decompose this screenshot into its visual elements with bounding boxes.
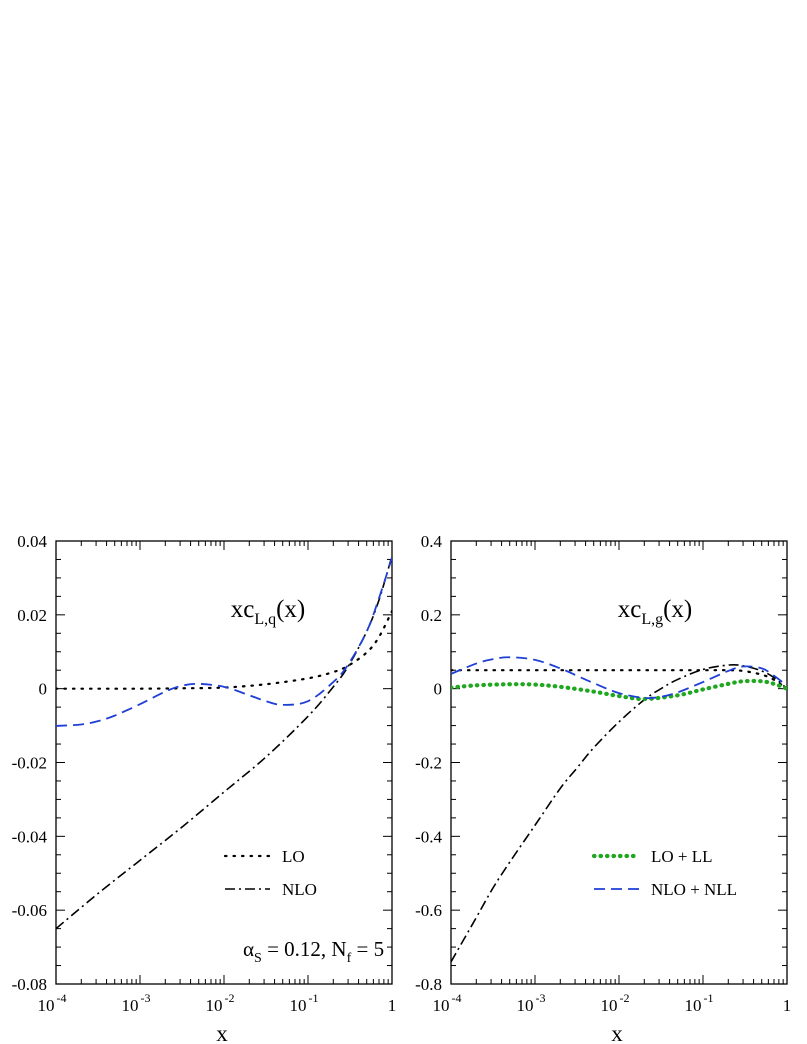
y-tick-label: 0.04: [17, 532, 47, 551]
legend-label: LO + LL: [651, 847, 713, 866]
x-axis-ticks: [450, 541, 788, 984]
x-axis-label: x: [216, 1021, 228, 1044]
x-axis-label: x: [611, 1021, 623, 1044]
x-tick-label: 10 -4: [38, 991, 67, 1015]
series-line-dashed: [56, 557, 392, 727]
x-tick-label: 10 -2: [601, 991, 630, 1015]
y-tick-label: -0.8: [415, 975, 442, 994]
plot-frame: [55, 540, 393, 985]
series-line-dotted: [451, 669, 787, 690]
y-tick-label: 0.02: [17, 606, 47, 625]
y-tick-label: -0.06: [12, 901, 47, 920]
series-line-dash-dot: [56, 555, 392, 930]
x-tick-label: 10 -4: [433, 991, 462, 1015]
y-tick-label: -0.4: [415, 827, 442, 846]
x-tick-label: 1: [388, 996, 397, 1015]
y-tick-label: 0: [434, 680, 443, 699]
legend-label: NLO: [282, 880, 317, 899]
x-tick-label: 10 -3: [122, 991, 151, 1015]
y-tick-label: -0.02: [12, 754, 47, 773]
y-tick-label: -0.04: [12, 827, 48, 846]
x-tick-label: 10 -3: [517, 991, 546, 1015]
legend-label: LO: [282, 847, 305, 866]
y-tick-label: -0.6: [415, 901, 442, 920]
series-line-dashed: [451, 656, 787, 700]
y-tick-label: -0.08: [12, 975, 47, 994]
parameter-annotation: αS = 0.12, Nf = 5: [243, 937, 384, 966]
chart-panel-right: -0.8 -0.6 -0.4 -0.2 0 0.2 0.4 10 -4 10 -3 10 -2 10 -1 1…: [415, 532, 791, 1044]
chart-title: xcL,g(x): [618, 596, 693, 628]
legend-label: NLO + NLL: [651, 880, 737, 899]
series-group: [56, 555, 392, 930]
series-line-dotted-thick: [451, 678, 787, 702]
x-tick-label: 1: [783, 996, 792, 1015]
chart-title: xcL,q(x): [231, 596, 306, 628]
y-tick-label: 0: [39, 680, 48, 699]
x-tick-label: 10 -2: [206, 991, 235, 1015]
x-tick-label: 10 -1: [290, 991, 319, 1015]
legend: LO + LL NLO + NLL: [591, 847, 737, 899]
y-tick-label: 0.2: [421, 606, 442, 625]
y-tick-label: -0.2: [415, 754, 442, 773]
legend: LO NLO: [223, 847, 317, 899]
chart-panel-left: -0.08 -0.06 -0.04 -0.02 0 0.02 0.04 10 -4 10 -3 10-…: [12, 532, 397, 1044]
y-axis-ticks: [56, 540, 392, 985]
series-group: [451, 656, 787, 963]
x-tick-label: 10 -1: [685, 991, 714, 1015]
y-axis-ticks: [451, 540, 787, 985]
y-tick-label: 0.4: [421, 532, 443, 551]
x-axis-ticks: [55, 541, 393, 984]
series-line-dash-dot: [451, 663, 787, 963]
